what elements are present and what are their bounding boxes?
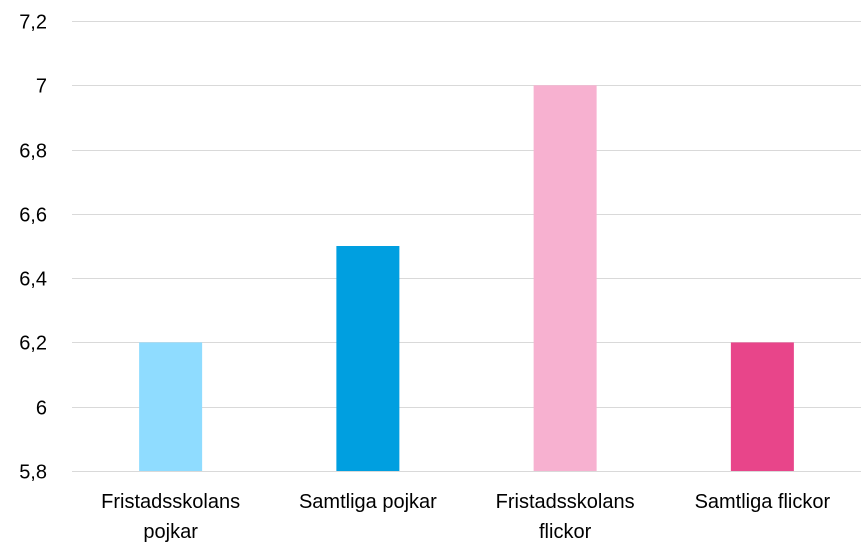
bar [336,246,400,471]
x-category-label: Fristadsskolans [496,491,635,513]
y-tick-label: 6,6 [19,205,47,227]
y-tick-label: 6,2 [19,333,47,355]
y-tick-label: 6,4 [19,269,47,291]
x-category-label: Fristadsskolans [101,491,240,513]
x-axis: Fristadsskolans pojkar Samtliga pojkar Fris… [101,491,830,543]
y-axis: 5,8 6 6,2 6,4 6,6 6,8 7 7,2 [19,12,47,484]
x-category-label: Samtliga pojkar [299,491,437,513]
x-category-label: pojkar [143,521,198,543]
y-tick-label: 7,2 [19,12,47,34]
x-category-label: Samtliga flickor [695,491,831,513]
y-tick-label: 5,8 [19,462,47,484]
bar [139,342,203,471]
y-tick-label: 7 [36,76,47,98]
y-tick-label: 6 [36,398,47,420]
gridlines [72,21,861,472]
x-category-label: flickor [539,521,592,543]
bar [533,85,597,472]
bars [139,85,794,472]
y-tick-label: 6,8 [19,141,47,163]
bar [730,342,794,471]
